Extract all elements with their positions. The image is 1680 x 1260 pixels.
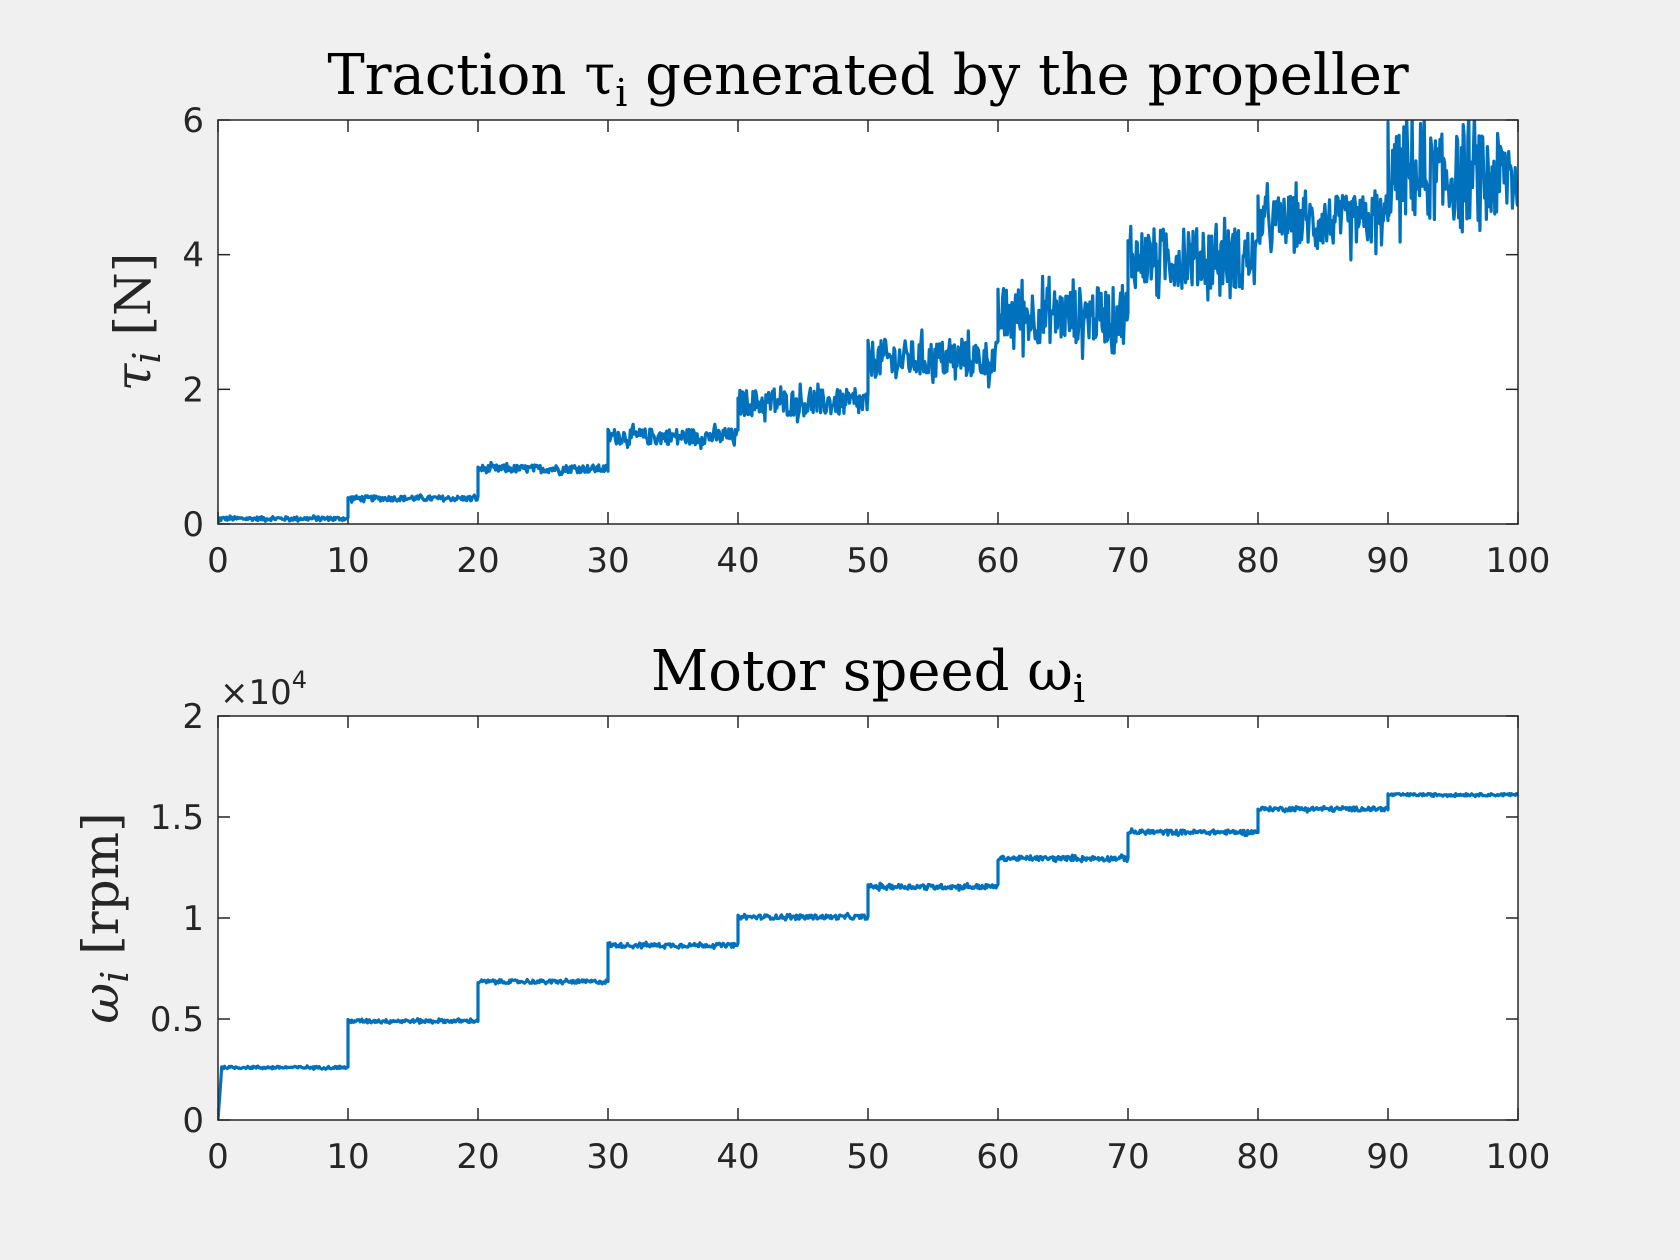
- y-tick-label: 2: [182, 370, 204, 410]
- traction-plot-area: [218, 120, 1518, 524]
- motor-speed-y-axis-label: ωi [rpm]: [72, 812, 137, 1023]
- traction-chart-title: Traction τi generated by the propeller: [327, 43, 1409, 115]
- x-tick-label: 0: [207, 541, 229, 581]
- x-tick-label: 30: [586, 541, 629, 581]
- x-tick-label: 40: [716, 541, 759, 581]
- y-tick-label: 1: [182, 899, 204, 939]
- y-tick-label: 0.5: [150, 1000, 204, 1040]
- x-tick-label: 50: [846, 1137, 889, 1177]
- x-tick-label: 30: [586, 1137, 629, 1177]
- x-tick-label: 60: [976, 1137, 1019, 1177]
- x-tick-label: 90: [1366, 1137, 1409, 1177]
- y-tick-label: 0: [182, 1101, 204, 1141]
- traction-y-tick-labels: 0 2 4 6: [182, 101, 204, 545]
- x-tick-label: 100: [1486, 1137, 1551, 1177]
- motor-speed-chart-title: Motor speed ωi: [651, 639, 1085, 711]
- x-tick-label: 60: [976, 541, 1019, 581]
- traction-axes-box: [217, 119, 1519, 525]
- x-tick-label: 10: [326, 541, 369, 581]
- y-tick-label: 6: [182, 101, 204, 141]
- motor-speed-axes-box: [217, 715, 1519, 1121]
- x-tick-label: 80: [1236, 541, 1279, 581]
- x-tick-label: 40: [716, 1137, 759, 1177]
- y-tick-label: 4: [182, 236, 204, 276]
- motor-speed-chart: Motor speed ωi 0 10 20 30 40 50 60 70 80 90 100 00…: [72, 639, 1550, 1177]
- motor-speed-y-multiplier: ×104: [220, 666, 307, 713]
- motor-speed-x-tick-labels: 0 10 20 30 40 50 60 70 80 90 100: [207, 1137, 1550, 1177]
- x-tick-label: 20: [456, 541, 499, 581]
- x-tick-label: 0: [207, 1137, 229, 1177]
- x-tick-label: 90: [1366, 541, 1409, 581]
- traction-y-axis-label: τi [N]: [104, 253, 169, 392]
- y-tick-label: 1.5: [150, 798, 204, 838]
- motor-speed-series-line: [218, 791, 1518, 1120]
- x-tick-label: 20: [456, 1137, 499, 1177]
- x-tick-label: 10: [326, 1137, 369, 1177]
- x-tick-label: 80: [1236, 1137, 1279, 1177]
- x-tick-label: 50: [846, 541, 889, 581]
- x-tick-label: 70: [1106, 541, 1149, 581]
- traction-series-line: [218, 120, 1518, 524]
- x-tick-label: 100: [1486, 541, 1551, 581]
- y-tick-label: 0: [182, 505, 204, 545]
- traction-x-tick-labels: 0 10 20 30 40 50 60 70 80 90 100: [207, 541, 1550, 581]
- traction-chart: Traction τi generated by the propeller 0…: [104, 43, 1550, 581]
- y-tick-label: 2: [182, 697, 204, 737]
- motor-speed-y-tick-labels: 0 0.5 1 1.5 2: [150, 697, 204, 1141]
- x-tick-label: 70: [1106, 1137, 1149, 1177]
